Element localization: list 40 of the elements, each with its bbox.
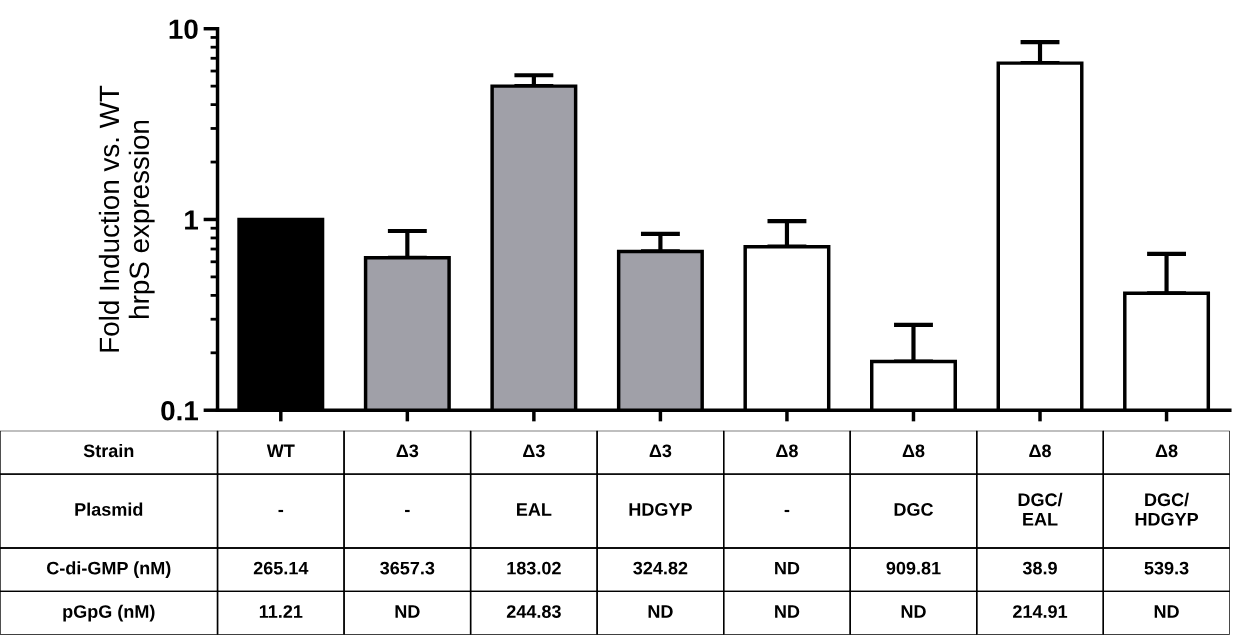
y-axis-title: Fold Induction vs. WT hrpS expression: [98, 85, 155, 352]
text: 11.21: [259, 605, 303, 618]
text: DGC/ EAL: [1018, 492, 1063, 526]
text: Strain: [83, 443, 134, 458]
text: 539.3: [1144, 561, 1189, 575]
text: ND: [901, 605, 926, 618]
text: DGC/ HDGYP: [1135, 492, 1199, 526]
text: 324.82: [633, 561, 688, 575]
x-tick-label: Δ8: [902, 444, 925, 458]
text: ND: [775, 561, 800, 575]
text: ND: [1154, 605, 1179, 618]
text: 3657.3: [380, 561, 435, 575]
x-tick-label: Δ3: [396, 444, 419, 458]
text: -: [278, 509, 284, 513]
x-tick-label: Δ3: [523, 444, 545, 458]
text: ND: [395, 605, 420, 618]
text: HDGYP: [629, 503, 692, 516]
text: 214.91: [1013, 605, 1068, 618]
text: pGpG (nM): [63, 604, 155, 622]
x-tick-label: Δ3: [649, 444, 672, 458]
x-tick-label: Δ8: [776, 444, 798, 458]
text: ND: [648, 605, 673, 618]
text: EAL: [517, 503, 552, 516]
text: 38.9: [1022, 561, 1057, 575]
text: ND: [775, 605, 800, 618]
y-tick-label: 1: [185, 210, 199, 230]
text: 244.83: [506, 605, 561, 618]
x-tick-label: WT: [266, 444, 295, 458]
x-tick-label: Δ8: [1029, 444, 1051, 458]
text: -: [405, 509, 410, 513]
text: Plasmid: [75, 502, 143, 516]
text: C-di-GMP (nM): [47, 561, 171, 579]
text: 909.81: [886, 561, 941, 575]
text: 183.02: [507, 561, 561, 575]
text: -: [784, 509, 790, 513]
text: 265.14: [253, 561, 309, 575]
y-tick-label: 10: [169, 19, 198, 40]
text: DGC: [894, 503, 934, 516]
y-tick-label: 0.1: [161, 400, 199, 421]
x-tick-label: Δ8: [1155, 444, 1178, 458]
